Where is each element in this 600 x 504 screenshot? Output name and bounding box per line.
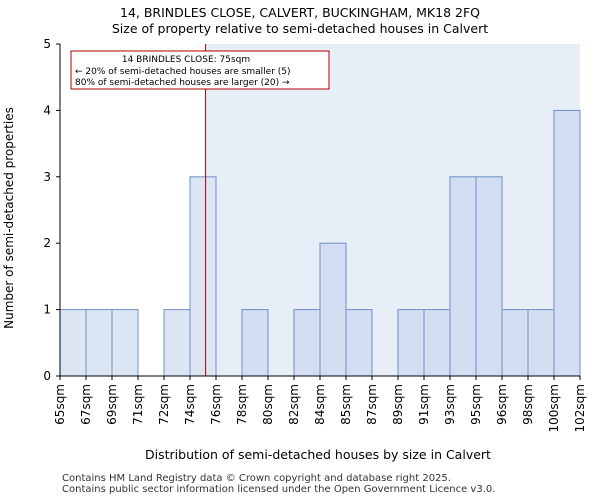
x-tick-label: 76sqm bbox=[209, 384, 223, 425]
y-axis-label: Number of semi-detached properties bbox=[2, 107, 16, 329]
x-tick-label: 72sqm bbox=[157, 384, 171, 425]
bar bbox=[475, 176, 503, 377]
footer-line2: Contains public sector information licen… bbox=[62, 484, 496, 495]
x-tick-label: 102sqm bbox=[573, 384, 587, 432]
x-tick-label: 65sqm bbox=[53, 384, 67, 425]
bar bbox=[111, 309, 139, 377]
x-tick-label: 67sqm bbox=[79, 384, 93, 425]
x-tick-label: 98sqm bbox=[521, 384, 535, 425]
bar bbox=[423, 309, 451, 377]
y-tick-label: 0 bbox=[43, 369, 51, 383]
bar bbox=[527, 309, 555, 377]
y-tick-label: 1 bbox=[43, 303, 51, 317]
x-tick-label: 93sqm bbox=[443, 384, 457, 425]
annotation-line1: 14 BRINDLES CLOSE: 75sqm bbox=[122, 55, 250, 65]
bar bbox=[59, 309, 87, 377]
x-tick-label: 80sqm bbox=[261, 384, 275, 425]
bar bbox=[345, 309, 373, 377]
x-tick-label: 95sqm bbox=[469, 384, 483, 425]
x-tick-label: 74sqm bbox=[183, 384, 197, 425]
annotation-line3: 80% of semi-detached houses are larger (… bbox=[75, 78, 290, 88]
annotation-box bbox=[70, 50, 330, 90]
x-tick-label: 96sqm bbox=[495, 384, 509, 425]
bar bbox=[293, 309, 321, 377]
x-tick-label: 85sqm bbox=[339, 384, 353, 425]
annotation-line2: ← 20% of semi-detached houses are smalle… bbox=[75, 67, 291, 77]
x-tick-label: 82sqm bbox=[287, 384, 301, 425]
footer-line1: Contains HM Land Registry data © Crown c… bbox=[62, 473, 451, 484]
bar bbox=[189, 176, 217, 377]
x-tick-label: 69sqm bbox=[105, 384, 119, 425]
x-tick-label: 91sqm bbox=[417, 384, 431, 425]
x-tick-label: 71sqm bbox=[131, 384, 145, 425]
bar bbox=[85, 309, 113, 377]
x-tick-label: 78sqm bbox=[235, 384, 249, 425]
x-tick-label: 100sqm bbox=[547, 384, 561, 432]
y-tick-label: 4 bbox=[43, 103, 51, 117]
chart-title-line2: Size of property relative to semi-detach… bbox=[112, 21, 488, 36]
bar bbox=[553, 109, 581, 377]
y-tick-label: 3 bbox=[43, 170, 51, 184]
chart-title-line1: 14, BRINDLES CLOSE, CALVERT, BUCKINGHAM,… bbox=[120, 5, 480, 20]
bar bbox=[501, 309, 529, 377]
bar bbox=[397, 309, 425, 377]
y-tick-label: 2 bbox=[43, 236, 51, 250]
bar bbox=[241, 309, 269, 377]
bar bbox=[449, 176, 477, 377]
x-axis-label: Distribution of semi-detached houses by … bbox=[145, 447, 491, 462]
x-tick-label: 84sqm bbox=[313, 384, 327, 425]
y-tick-label: 5 bbox=[43, 37, 51, 51]
x-tick-label: 87sqm bbox=[365, 384, 379, 425]
x-tick-label: 89sqm bbox=[391, 384, 405, 425]
bar bbox=[163, 309, 191, 377]
bar bbox=[319, 242, 347, 377]
